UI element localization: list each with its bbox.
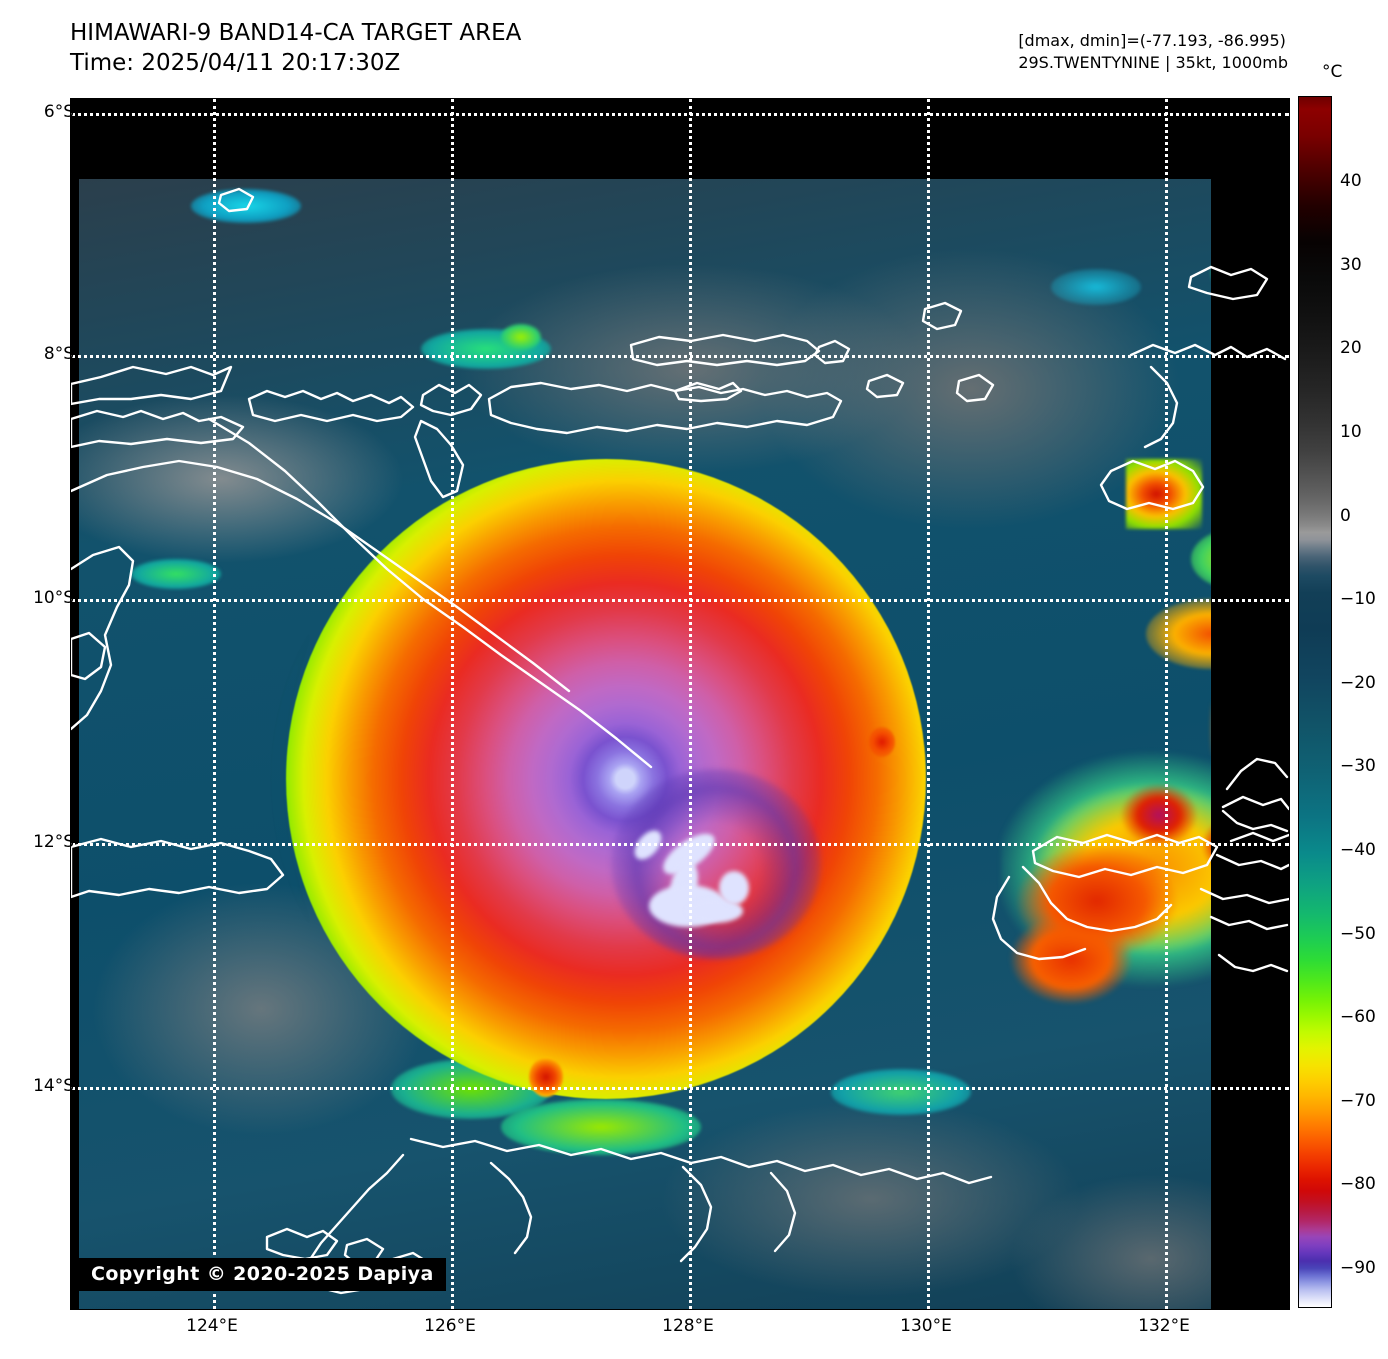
- x-axis-tick-label: 130°E: [900, 1316, 952, 1336]
- temperature-colorbar[interactable]: [1298, 96, 1332, 1308]
- y-axis-tick-label: 6°S: [43, 102, 74, 122]
- cloud-cell: [191, 189, 301, 223]
- no-data-region-east: [1211, 99, 1289, 1309]
- cloud-cell: [831, 1069, 971, 1115]
- colorbar-tick-label: −90: [1340, 1258, 1376, 1278]
- gridline-horizontal: [71, 113, 1289, 116]
- colorbar-tick-label: −30: [1340, 756, 1376, 776]
- cloud-cell: [131, 559, 221, 589]
- colorbar-tick-label: 40: [1340, 171, 1362, 191]
- x-axis-tick-label: 128°E: [662, 1316, 714, 1336]
- gridline-horizontal: [71, 843, 1289, 846]
- gridline-vertical: [689, 99, 692, 1309]
- y-axis-tick-label: 14°S: [33, 1076, 74, 1096]
- gridline-horizontal: [71, 355, 1289, 358]
- x-axis-tick-label: 126°E: [424, 1316, 476, 1336]
- x-axis-tick-label: 124°E: [186, 1316, 238, 1336]
- page-title: HIMAWARI-9 BAND14-CA TARGET AREA: [70, 20, 522, 46]
- satellite-image-plot[interactable]: Copyright © 2020-2025 Dapiya: [70, 98, 1290, 1310]
- colorbar-tick-label: −50: [1340, 924, 1376, 944]
- storm-info-readout: 29S.TWENTYNINE | 35kt, 1000mb: [1018, 53, 1288, 72]
- gridline-vertical: [213, 99, 216, 1309]
- cloud-cell: [1051, 269, 1141, 305]
- colorbar-tick-label: −70: [1340, 1091, 1376, 1111]
- gridline-vertical: [451, 99, 454, 1309]
- tropical-cyclone-cloud-shield: [286, 459, 926, 1099]
- y-axis-tick-label: 10°S: [33, 588, 74, 608]
- y-axis-tick-label: 8°S: [43, 344, 74, 364]
- colorbar-tick-label: 20: [1340, 338, 1362, 358]
- colorbar-tick-label: −80: [1340, 1174, 1376, 1194]
- copyright-banner: Copyright © 2020-2025 Dapiya: [79, 1258, 446, 1291]
- gridline-horizontal: [71, 599, 1289, 602]
- northeast-convective-cell: [1126, 459, 1202, 529]
- colorbar-tick-label: 30: [1340, 255, 1362, 275]
- coastline-overlay: [71, 187, 1289, 1295]
- gridline-vertical: [927, 99, 930, 1309]
- x-axis-tick-label: 132°E: [1138, 1316, 1190, 1336]
- no-data-region-left: [71, 99, 79, 1309]
- y-axis-tick-label: 12°S: [33, 832, 74, 852]
- header-title-block: HIMAWARI-9 BAND14-CA TARGET AREA Time: 2…: [70, 18, 521, 78]
- convective-cell-northeast: [869, 727, 895, 757]
- colorbar-tick-label: −20: [1340, 673, 1376, 693]
- gridline-vertical: [1165, 99, 1168, 1309]
- gridline-horizontal: [71, 1087, 1289, 1090]
- graticule-grid: [71, 99, 1289, 1309]
- cloud-cell: [501, 324, 541, 350]
- observation-time: Time: 2025/04/11 20:17:30Z: [70, 50, 401, 76]
- colorbar-tick-label: −60: [1340, 1007, 1376, 1027]
- colorbar-unit-label: °C: [1322, 62, 1343, 82]
- colorbar-tick-label: 0: [1340, 506, 1351, 526]
- no-data-region-top: [71, 99, 1289, 179]
- cyclone-eye-ring: [611, 769, 821, 959]
- header-meta-block: [dmax, dmin]=(-77.193, -86.995) 29S.TWEN…: [1018, 30, 1288, 74]
- isolated-convective-cell-southwest: [529, 1057, 563, 1097]
- colorbar-tick-label: −10: [1340, 589, 1376, 609]
- dmax-dmin-readout: [dmax, dmin]=(-77.193, -86.995): [1018, 31, 1286, 50]
- colorbar-tick-label: 10: [1340, 422, 1362, 442]
- cyclone-eye-feature: [719, 871, 749, 905]
- colorbar-tick-label: −40: [1340, 840, 1376, 860]
